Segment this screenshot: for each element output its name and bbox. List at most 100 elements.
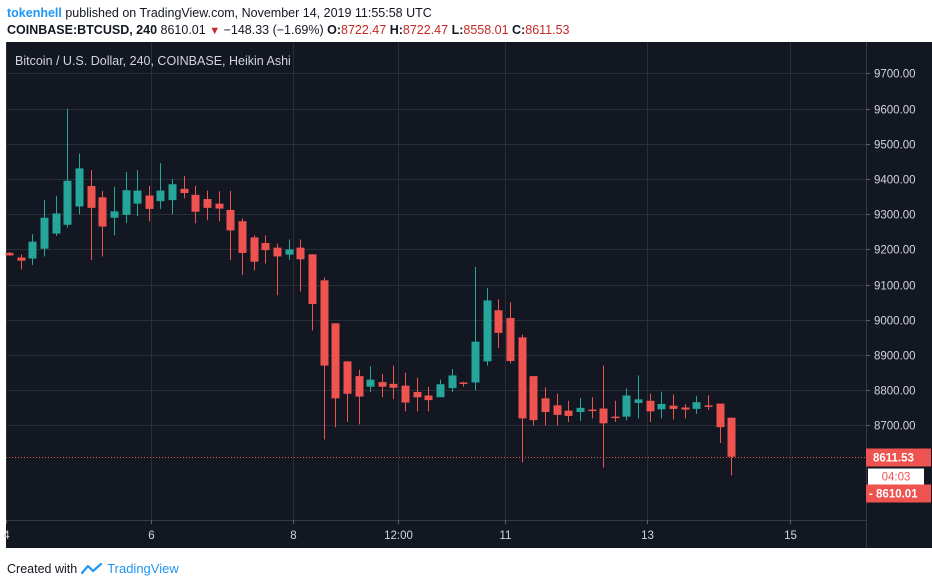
candle-body: [506, 318, 515, 362]
candle-body: [52, 213, 61, 234]
candle-body: [389, 383, 398, 388]
candle-body: [622, 395, 631, 417]
candle-body: [122, 190, 131, 215]
candle-body: [366, 379, 375, 387]
symbol-name: COINBASE:BTCUSD, 240: [7, 23, 158, 37]
time-tick-label: 8: [290, 530, 296, 542]
candle-body: [331, 323, 340, 399]
price-tick-label: 8900.00: [874, 351, 916, 363]
low-value: 8558.01: [463, 23, 509, 37]
close-price-label: 8611.53: [873, 453, 914, 465]
candle-body: [669, 405, 678, 409]
open-value: 8722.47: [341, 23, 387, 37]
candle-body: [704, 405, 713, 407]
candle-body: [727, 417, 736, 457]
candle-body: [110, 211, 119, 218]
candle-body: [273, 247, 282, 257]
candle-body: [191, 194, 200, 212]
candle-body: [611, 416, 620, 419]
candle-body: [436, 384, 445, 398]
candle-body: [343, 361, 352, 394]
candle-body: [203, 199, 212, 208]
candle-body: [355, 376, 364, 397]
candle-body: [215, 203, 224, 209]
candle-body: [413, 391, 422, 398]
candle-body: [541, 398, 550, 413]
published-text: published on TradingView.com, November 1…: [65, 6, 432, 20]
candle-body: [98, 197, 107, 227]
symbol-info: COINBASE:BTCUSD, 240 8610.01 ▼ −148.33 (…: [7, 23, 570, 37]
candle-body: [483, 300, 492, 362]
candle-body: [576, 407, 585, 413]
candle-body: [63, 180, 72, 225]
candle-body: [261, 243, 270, 251]
candle-body: [40, 217, 49, 249]
candle-body: [553, 405, 562, 415]
open-label: O:: [327, 23, 342, 37]
low-label: L:: [451, 23, 464, 37]
high-label: H:: [389, 23, 403, 37]
candle-body: [145, 195, 154, 209]
candle-body: [494, 310, 503, 333]
candle-body: [716, 403, 725, 428]
price-tick-label: 8800.00: [874, 386, 916, 398]
close-value: 8611.53: [525, 23, 570, 37]
chart-title: Bitcoin / U.S. Dollar, 240, COINBASE, He…: [15, 54, 291, 68]
candle-body: [424, 395, 433, 401]
time-tick-label: 11: [500, 530, 512, 542]
close-price-badge: [866, 448, 931, 467]
price-tick-label: 9100.00: [874, 281, 916, 293]
candle-body: [133, 190, 142, 204]
countdown-label: 04:03: [882, 472, 911, 484]
candle-body: [308, 254, 317, 304]
price-tick-label: 9400.00: [874, 175, 916, 187]
candlestick-chart[interactable]: 9700.00 9600.00 9500.00 9400.00 9300.00 9200.…: [0, 42, 932, 548]
candle-body: [378, 382, 387, 387]
price-tick-label: 9300.00: [874, 210, 916, 222]
price-tick-label: 9200.00: [874, 245, 916, 257]
candle-body: [87, 186, 96, 208]
price-tick-label: 9600.00: [874, 105, 916, 117]
candle-body: [75, 168, 84, 207]
candle-body: [28, 241, 37, 259]
plot-background: [6, 42, 866, 520]
candle-body: [692, 402, 701, 409]
price-change: −148.33 (−1.69%): [223, 23, 324, 37]
last-price-badge: [866, 484, 931, 503]
close-label: C:: [512, 23, 526, 37]
countdown-badge: [868, 468, 924, 485]
last-price-label: - 8610.01: [869, 489, 918, 501]
candle-body: [226, 209, 235, 231]
tradingview-brand[interactable]: TradingView: [107, 561, 179, 576]
time-tick-label: 13: [641, 530, 654, 542]
candle-body: [646, 400, 655, 412]
candle-body: [250, 237, 259, 262]
candle-body: [296, 247, 305, 260]
price-tick-label: 8700.00: [874, 421, 916, 433]
high-value: 8722.47: [402, 23, 449, 37]
candle-body: [401, 385, 410, 403]
candle-body: [238, 221, 247, 253]
price-tick-label: 9500.00: [874, 140, 916, 152]
candle-body: [529, 376, 538, 421]
candle-body: [564, 410, 573, 416]
publish-info: tokenhell published on TradingView.com, …: [7, 6, 432, 20]
footer: Created with TradingView: [7, 561, 179, 576]
candle-body: [285, 249, 294, 255]
candle-body: [588, 409, 597, 412]
candle-body: [17, 257, 26, 261]
candle-body: [681, 407, 690, 410]
time-axis-background: [6, 520, 866, 548]
candle-body: [599, 408, 608, 424]
last-price: 8610.01: [160, 23, 206, 37]
candle-body: [657, 403, 666, 410]
candle-body: [471, 341, 480, 383]
author-name[interactable]: tokenhell: [7, 6, 62, 20]
time-tick-label: 6: [148, 530, 154, 542]
candle-body: [634, 399, 643, 403]
price-tick-label: 9000.00: [874, 316, 916, 328]
time-tick-label: 12:00: [384, 530, 413, 542]
candle-body: [5, 252, 14, 256]
created-with-text: Created with: [7, 561, 78, 576]
candle-body: [459, 382, 468, 384]
